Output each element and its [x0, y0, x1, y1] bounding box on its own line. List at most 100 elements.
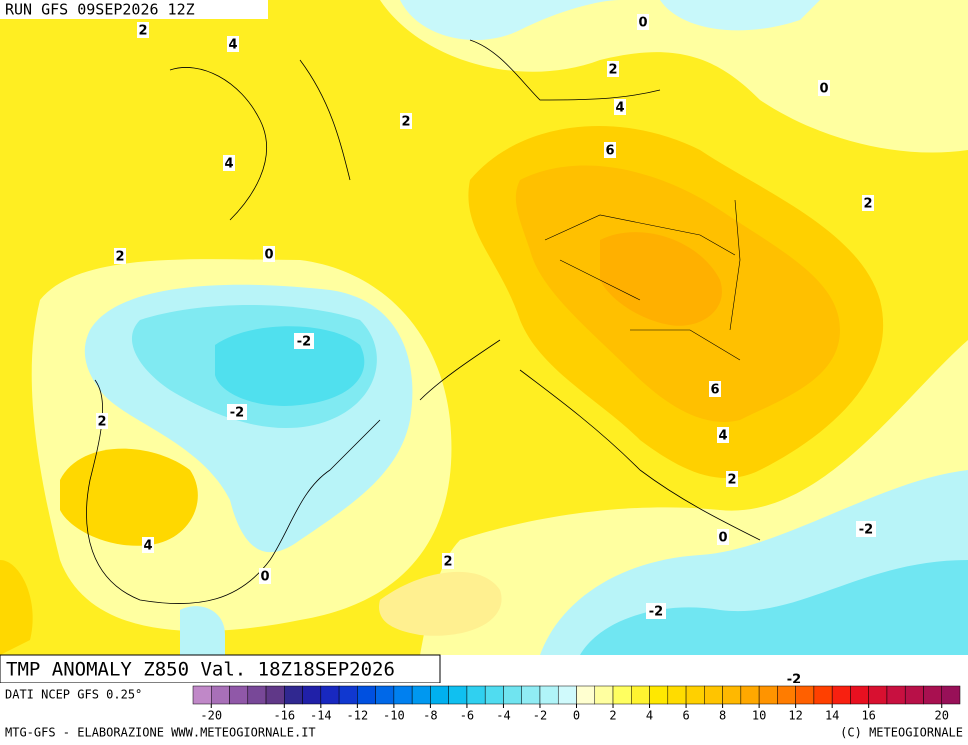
label-bg [400, 113, 412, 129]
label-bg [856, 521, 876, 537]
label-bg [294, 333, 314, 349]
colorbar: -20 -16 -14 -12 -10 -8 -6 -4 -2 0 2 4 6 8 10 12 14 16 20 [192, 685, 961, 723]
tick-label: 8 [719, 709, 726, 723]
color-swatch [284, 685, 303, 705]
contour-label: -2 [859, 523, 873, 538]
label-bg [137, 22, 149, 38]
contour-label: 4 [224, 157, 233, 172]
color-swatch [594, 685, 614, 705]
label-bg [263, 246, 275, 262]
color-swatch [685, 685, 705, 705]
contour-label: 0 [718, 531, 727, 546]
color-swatch [375, 685, 395, 705]
color-swatch [393, 685, 413, 705]
contour-label: 2 [115, 250, 124, 265]
tick-label: -8 [423, 709, 437, 723]
tick-label: 16 [861, 709, 875, 723]
label-bg [227, 404, 247, 420]
contour-label: 2 [401, 115, 410, 130]
contour-label: 2 [608, 63, 617, 78]
color-swatch [320, 685, 340, 705]
color-swatch [667, 685, 687, 705]
label-bg [717, 427, 729, 443]
label-bg [726, 471, 738, 487]
color-swatch [338, 685, 358, 705]
tick-label: 0 [573, 709, 580, 723]
color-swatch [649, 685, 669, 705]
contour-label: 0 [264, 248, 273, 263]
color-swatch [229, 685, 249, 705]
tick-label: 2 [609, 709, 616, 723]
contour-label: 2 [97, 415, 106, 430]
run-label: RUN GFS 09SEP2026 12Z [5, 1, 195, 19]
color-swatch [265, 685, 285, 705]
label-bg [227, 36, 239, 52]
color-swatch [247, 685, 267, 705]
label-bg [818, 80, 830, 96]
color-swatch [795, 685, 815, 705]
color-swatch [758, 685, 778, 705]
color-swatch [631, 685, 650, 705]
color-swatch [411, 685, 431, 705]
label-bg [607, 61, 619, 77]
color-swatch [923, 685, 942, 705]
color-swatch [430, 685, 449, 705]
tick-label: 10 [752, 709, 766, 723]
color-swatch [211, 685, 230, 705]
tick-label: 12 [788, 709, 802, 723]
tick-label: -2 [533, 709, 547, 723]
color-swatch [813, 685, 833, 705]
color-swatch [576, 685, 596, 705]
color-swatch [612, 685, 632, 705]
label-bg [223, 155, 235, 171]
label-bg [862, 195, 874, 211]
tick-label: -6 [460, 709, 474, 723]
label-bg [717, 529, 729, 545]
tick-label: -14 [310, 709, 332, 723]
tick-label: 14 [825, 709, 839, 723]
footer-left: MTG-GFS - ELABORAZIONE WWW.METEOGIORNALE… [5, 726, 316, 740]
map-field [0, 0, 968, 655]
tick-label: -20 [200, 709, 222, 723]
label-bg [96, 413, 108, 429]
contour-label: 0 [819, 82, 828, 97]
contour-label: 2 [863, 197, 872, 212]
contour-label: 2 [138, 24, 147, 39]
footer-right: (C) METEOGIORNALE [840, 726, 963, 740]
color-swatch [704, 685, 723, 705]
contour-label: 0 [260, 570, 269, 585]
contour-label: -2 [230, 406, 244, 421]
tick-label: -16 [273, 709, 295, 723]
color-swatch [850, 685, 869, 705]
color-swatch [302, 685, 322, 705]
color-swatch [357, 685, 376, 705]
tick-label: 6 [682, 709, 689, 723]
contour-label: 4 [143, 539, 152, 554]
color-swatch [192, 685, 212, 705]
source-label: DATI NCEP GFS 0.25° [5, 688, 142, 702]
contour-label: 6 [605, 144, 614, 159]
color-swatch [466, 685, 486, 705]
label-bg [259, 568, 271, 584]
color-swatch [740, 685, 760, 705]
color-swatch [886, 685, 906, 705]
contour-label: -2 [649, 605, 663, 620]
label-bg [114, 248, 126, 264]
color-swatch [831, 685, 851, 705]
contour-label: 6 [710, 383, 719, 398]
color-swatch [941, 685, 961, 705]
label-bg [142, 537, 154, 553]
contour-label: 4 [718, 429, 727, 444]
label-bg [646, 603, 666, 619]
tick-label: 4 [646, 709, 653, 723]
color-swatch [448, 685, 468, 705]
tick-label: -10 [383, 709, 405, 723]
tick-label: -4 [496, 709, 510, 723]
title-box [0, 654, 441, 684]
contour-label: 0 [638, 16, 647, 31]
color-swatch [904, 685, 924, 705]
map-title: TMP ANOMALY Z850 Val. 18Z18SEP2026 [6, 659, 395, 681]
color-swatch [557, 685, 577, 705]
